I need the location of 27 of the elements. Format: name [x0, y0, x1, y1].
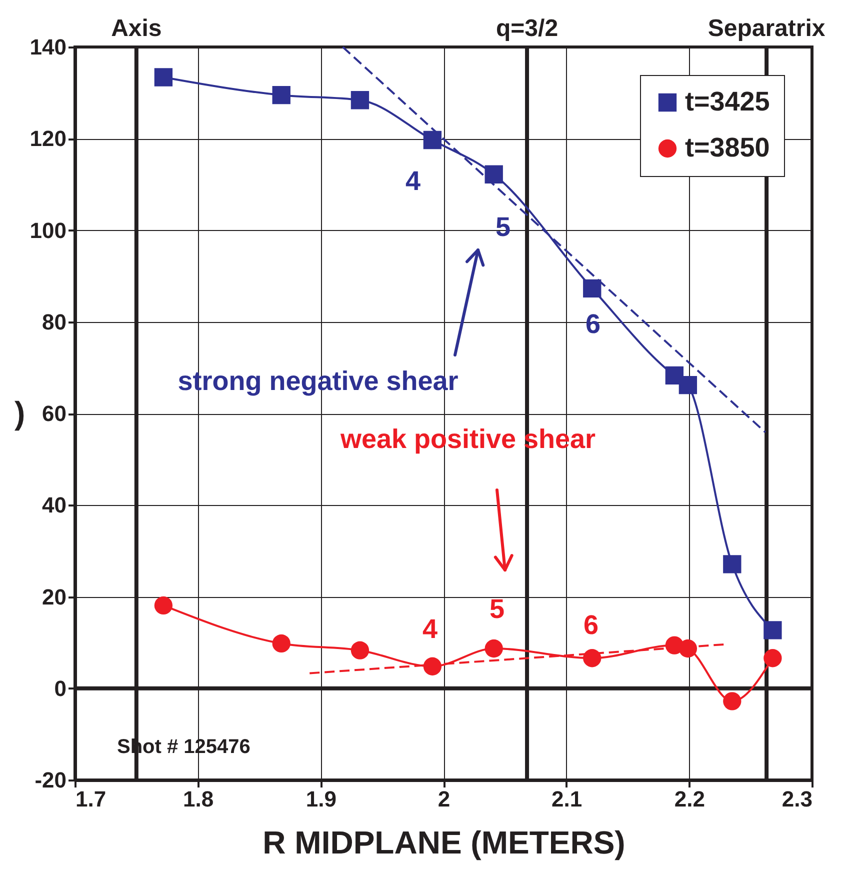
- legend-label: t=3425: [685, 86, 770, 116]
- annotation: 4: [422, 614, 438, 644]
- x-tick-label: 1.7: [76, 786, 106, 812]
- x-tick-label: 2.1: [552, 786, 582, 812]
- y-tick-label: 60: [42, 401, 66, 426]
- y-tick-label: 0: [54, 676, 66, 701]
- x-tick-label: 2.3: [782, 786, 812, 812]
- y-tick-label: 80: [42, 309, 66, 334]
- y-tick-label: 40: [42, 492, 66, 518]
- y-tick-label: 20: [42, 584, 66, 610]
- x-tick-label: 2.2: [674, 786, 705, 812]
- ref-line-label: Axis: [111, 15, 162, 42]
- x-tick-label: 1.8: [183, 786, 214, 812]
- annotation: 5: [489, 594, 505, 624]
- annotation: 6: [583, 610, 599, 640]
- x-tick-label: 1.9: [306, 786, 336, 812]
- annotation: 4: [405, 166, 421, 196]
- x-tick-label: 2: [438, 786, 450, 812]
- ref-line-label: q=3/2: [496, 15, 558, 42]
- y-tick-label: 120: [30, 126, 66, 152]
- y-tick-label: 100: [30, 218, 66, 243]
- y-axis-title: ): [14, 395, 26, 431]
- y-tick-label: -20: [34, 768, 66, 792]
- legend-label: t=3850: [685, 132, 770, 162]
- y-tick-label: 140: [30, 34, 66, 60]
- x-axis-title: R MIDPLANE (METERS): [262, 824, 626, 860]
- ref-line-label: Separatrix: [708, 15, 826, 42]
